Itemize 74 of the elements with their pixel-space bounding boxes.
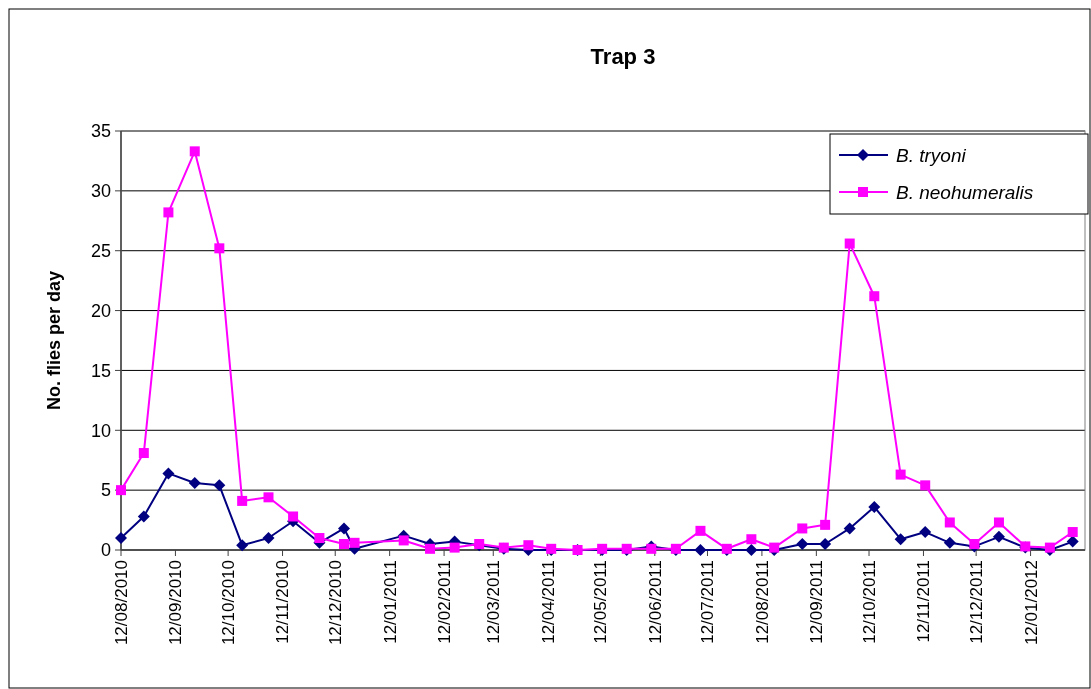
y-tick-label: 25 [90,241,111,262]
x-tick-label: 12/04/2011 [538,560,558,644]
point [138,448,149,459]
point [894,533,907,546]
x-tick-label: 12/11/2010 [273,560,293,644]
point [869,291,880,302]
point [188,476,201,489]
point [137,510,150,523]
y-tick-label: 15 [90,360,111,381]
x-tick-label: 12/12/2010 [326,560,346,646]
point [745,544,758,556]
x-tick-label: 12/07/2011 [698,560,718,644]
point [263,492,274,503]
point [920,480,931,491]
point [868,500,881,513]
point [943,536,956,549]
point [820,519,831,530]
point [115,532,127,545]
x-tick-label: 12/03/2011 [484,560,504,644]
point [944,517,955,528]
point [694,544,707,556]
x-tick-label: 12/01/2012 [1021,560,1041,646]
point [993,517,1004,528]
x-tick-label: 12/06/2011 [645,560,665,644]
point [339,539,349,550]
point [843,522,856,535]
y-tick-label: 35 [90,121,111,142]
point [236,539,249,552]
point [919,526,932,539]
point [189,146,200,157]
point [796,538,809,551]
point [338,522,350,535]
x-tick-label: 12/09/2010 [166,560,186,646]
point [314,533,325,544]
x-tick-label: 12/02/2011 [435,560,455,644]
legend-label: B. tryoni [896,144,967,166]
point [237,495,248,506]
point [288,511,299,522]
legend-label: B. neohumeralis [896,181,1034,203]
point [992,530,1005,543]
point [1067,527,1078,538]
point [213,479,226,492]
point [746,534,757,545]
y-tick-label: 30 [90,181,111,202]
point [819,538,832,551]
point [449,542,460,553]
point [162,467,175,480]
point [262,532,275,545]
point [214,243,225,254]
point [116,485,126,496]
point [797,523,808,534]
y-axis-title: No. flies per day [44,270,64,411]
point [844,238,855,249]
y-tick-label: 5 [100,480,111,501]
x-tick-label: 12/11/2011 [914,560,934,643]
y-tick-label: 0 [100,540,111,561]
x-tick-label: 12/01/2011 [380,560,400,644]
x-tick-label: 12/09/2011 [807,560,827,644]
x-tick-label: 12/10/2010 [219,560,239,646]
point [895,469,906,480]
point [425,543,436,554]
y-tick-label: 10 [90,420,111,441]
x-tick-label: 12/10/2011 [859,560,879,644]
point [349,537,360,548]
y-tick-label: 20 [90,300,111,321]
point [523,540,534,551]
point [695,525,706,536]
x-tick-label: 12/05/2011 [591,560,611,644]
chart-title: Trap 3 [590,44,656,69]
point [398,535,409,546]
x-tick-label: 12/12/2011 [967,560,987,644]
x-tick-label: 12/08/2010 [111,560,131,646]
point [163,207,174,218]
x-tick-label: 12/08/2011 [752,560,772,644]
